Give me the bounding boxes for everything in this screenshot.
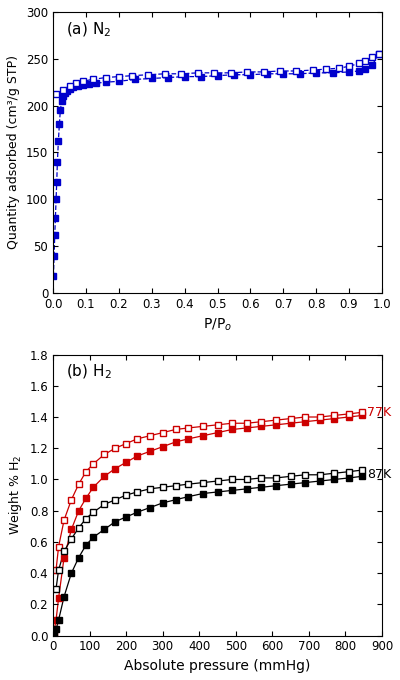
Text: (a) N$_2$: (a) N$_2$: [66, 20, 112, 39]
X-axis label: P/P$_o$: P/P$_o$: [203, 316, 232, 333]
Y-axis label: Weight % H$_2$: Weight % H$_2$: [7, 455, 24, 535]
Text: 87K: 87K: [367, 468, 391, 481]
Text: 77K: 77K: [367, 406, 391, 419]
X-axis label: Absolute pressure (mmHg): Absolute pressure (mmHg): [124, 659, 311, 673]
Text: (b) H$_2$: (b) H$_2$: [66, 363, 112, 381]
Y-axis label: Quantity adsorbed (cm³/g STP): Quantity adsorbed (cm³/g STP): [8, 56, 20, 250]
